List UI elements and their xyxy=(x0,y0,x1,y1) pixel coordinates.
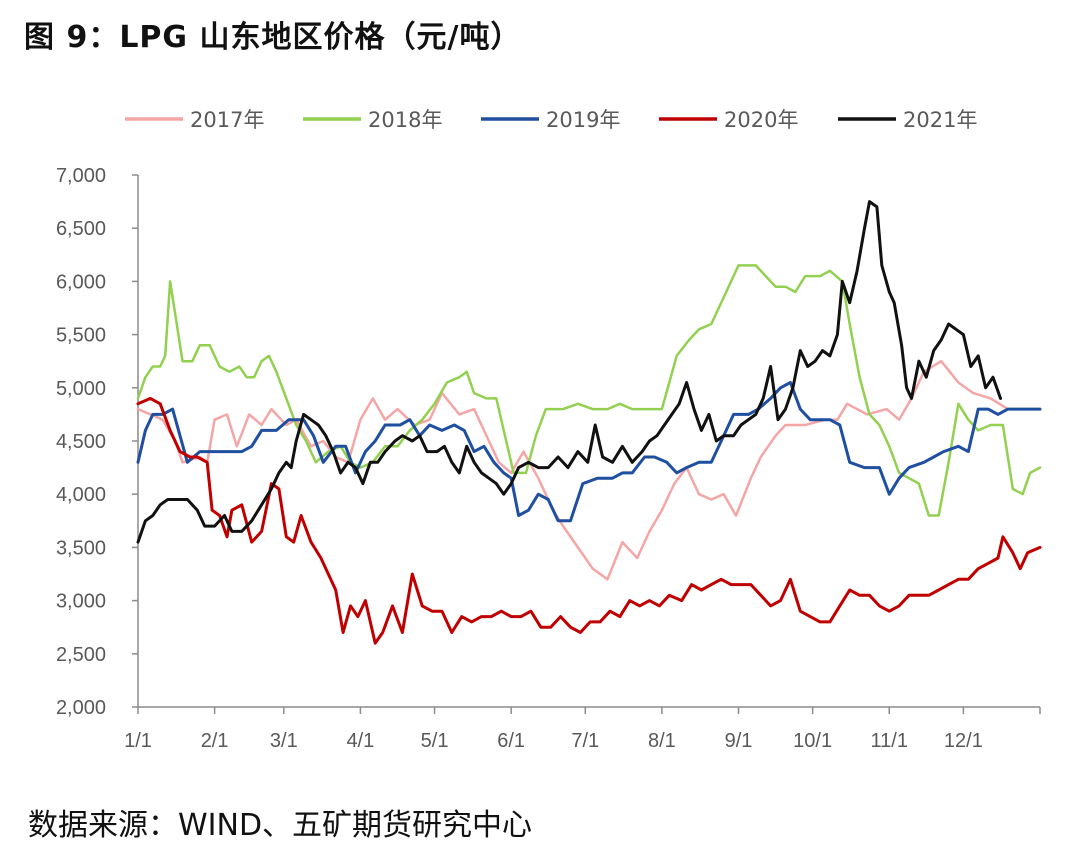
y-tick-label: 2,000 xyxy=(56,697,106,719)
line-chart: 2017年 2018年 2019年 2020年 2021年 2,000 2,500 3,00… xyxy=(0,0,1068,790)
legend-item: 2019年 xyxy=(481,108,620,132)
y-tick-label: 2,500 xyxy=(56,644,106,666)
data-source-note: 数据来源：WIND、五矿期货研究中心 xyxy=(28,800,532,844)
series-line-4 xyxy=(138,398,1040,643)
y-tick-label: 5,500 xyxy=(56,325,106,347)
x-tick-label: 4/1 xyxy=(347,730,375,752)
x-tick-label: 5/1 xyxy=(421,730,449,752)
legend-item: 2018年 xyxy=(303,108,442,132)
legend-label: 2021年 xyxy=(903,108,977,132)
x-tick-label: 7/1 xyxy=(571,730,599,752)
x-tick-label: 12/1 xyxy=(944,730,983,752)
x-tick-label: 3/1 xyxy=(270,730,298,752)
y-tick-label: 3,500 xyxy=(56,537,106,559)
y-tick-label: 3,000 xyxy=(56,591,106,613)
y-tick-label: 6,500 xyxy=(56,218,106,240)
x-tick-label: 9/1 xyxy=(725,730,753,752)
x-tick-label: 1/1 xyxy=(124,730,152,752)
chart-series xyxy=(138,202,1040,644)
x-tick-label: 2/1 xyxy=(201,730,229,752)
y-tick-label: 4,500 xyxy=(56,431,106,453)
chart-legend: 2017年 2018年 2019年 2020年 2021年 xyxy=(125,108,977,132)
x-tick-label: 6/1 xyxy=(497,730,525,752)
legend-item: 2017年 xyxy=(125,108,264,132)
series-line-5 xyxy=(138,202,1001,542)
legend-label: 2019年 xyxy=(546,108,620,132)
y-tick-label: 4,000 xyxy=(56,484,106,506)
legend-item: 2021年 xyxy=(838,108,977,132)
x-tick-label: 11/1 xyxy=(871,730,908,752)
y-tick-label: 5,000 xyxy=(56,378,106,400)
series-line-2 xyxy=(138,265,1040,515)
x-tick-label: 10/1 xyxy=(793,730,832,752)
y-tick-label: 7,000 xyxy=(56,165,106,187)
legend-label: 2020年 xyxy=(724,108,798,132)
legend-item: 2020年 xyxy=(659,108,798,132)
legend-label: 2017年 xyxy=(190,108,264,132)
y-tick-label: 6,000 xyxy=(56,271,106,293)
x-tick-label: 8/1 xyxy=(648,730,676,752)
legend-label: 2018年 xyxy=(368,108,442,132)
